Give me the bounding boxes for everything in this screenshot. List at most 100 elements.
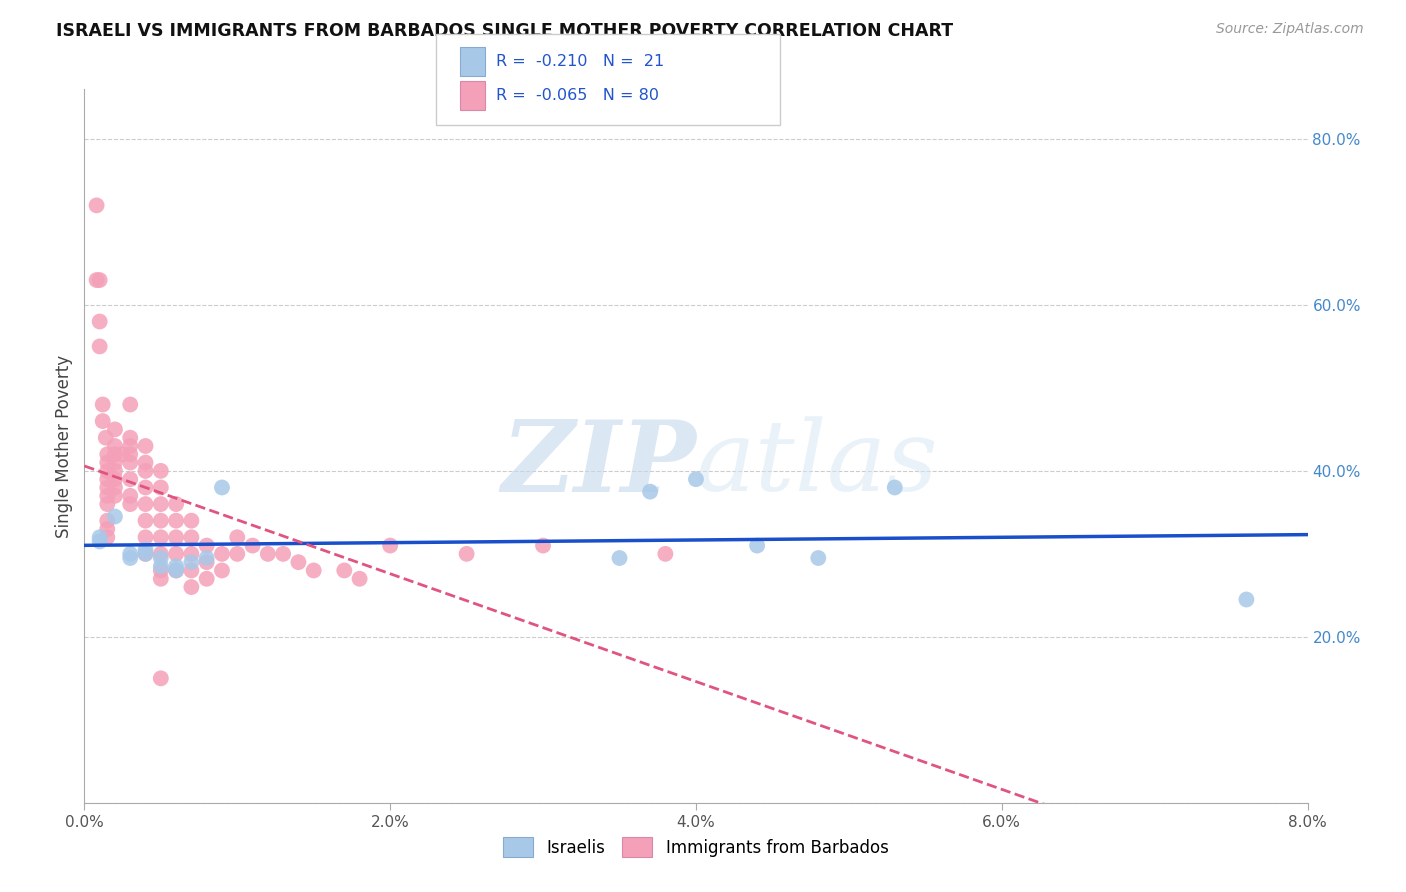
Point xyxy=(104,509,127,524)
Point xyxy=(165,514,187,528)
Point xyxy=(120,431,142,445)
Point xyxy=(104,481,127,495)
Point xyxy=(91,414,114,428)
Point xyxy=(180,555,202,569)
Point xyxy=(149,497,172,511)
Legend: Israelis, Immigrants from Barbados: Israelis, Immigrants from Barbados xyxy=(495,829,897,866)
Point xyxy=(104,422,127,436)
Point xyxy=(120,447,142,461)
Y-axis label: Single Mother Poverty: Single Mother Poverty xyxy=(55,354,73,538)
Point xyxy=(104,464,127,478)
Text: R =  -0.210   N =  21: R = -0.210 N = 21 xyxy=(496,54,665,69)
Point xyxy=(195,539,218,553)
Point xyxy=(302,564,325,578)
Point xyxy=(180,514,202,528)
Point xyxy=(226,530,249,544)
Point xyxy=(165,559,187,574)
Point xyxy=(242,539,264,553)
Point xyxy=(211,564,233,578)
Point xyxy=(104,472,127,486)
Point xyxy=(883,481,905,495)
Point xyxy=(257,547,280,561)
Point xyxy=(180,530,202,544)
Point xyxy=(135,497,157,511)
Point xyxy=(380,539,402,553)
Text: Source: ZipAtlas.com: Source: ZipAtlas.com xyxy=(1216,22,1364,37)
Point xyxy=(165,547,187,561)
Text: ZIP: ZIP xyxy=(501,416,696,512)
Point xyxy=(1236,592,1258,607)
Point xyxy=(149,671,172,685)
Point xyxy=(89,273,111,287)
Text: atlas: atlas xyxy=(696,417,939,511)
Point xyxy=(165,564,187,578)
Point xyxy=(149,551,172,566)
Point xyxy=(96,447,118,461)
Point xyxy=(135,456,157,470)
Point xyxy=(149,564,172,578)
Point xyxy=(180,580,202,594)
Point xyxy=(195,555,218,569)
Point xyxy=(96,497,118,511)
Point xyxy=(89,534,111,549)
Point xyxy=(685,472,707,486)
Text: ISRAELI VS IMMIGRANTS FROM BARBADOS SINGLE MOTHER POVERTY CORRELATION CHART: ISRAELI VS IMMIGRANTS FROM BARBADOS SING… xyxy=(56,22,953,40)
Point xyxy=(120,547,142,561)
Point xyxy=(135,542,157,557)
Point xyxy=(149,481,172,495)
Point xyxy=(165,497,187,511)
Point xyxy=(96,464,118,478)
Point xyxy=(165,530,187,544)
Point xyxy=(211,547,233,561)
Point xyxy=(349,572,371,586)
Point xyxy=(211,481,233,495)
Point xyxy=(149,572,172,586)
Point xyxy=(91,397,114,411)
Point xyxy=(120,497,142,511)
Point xyxy=(89,530,111,544)
Point xyxy=(135,481,157,495)
Point xyxy=(86,273,108,287)
Point xyxy=(104,456,127,470)
Point xyxy=(135,514,157,528)
Point xyxy=(638,484,661,499)
Point xyxy=(195,551,218,566)
Point xyxy=(165,564,187,578)
Point xyxy=(226,547,249,561)
Point xyxy=(149,547,172,561)
Point xyxy=(96,514,118,528)
Point xyxy=(120,472,142,486)
Point xyxy=(89,339,111,353)
Point xyxy=(104,489,127,503)
Point xyxy=(104,439,127,453)
Point xyxy=(104,447,127,461)
Point xyxy=(654,547,676,561)
Text: R =  -0.065   N = 80: R = -0.065 N = 80 xyxy=(496,88,659,103)
Point xyxy=(120,439,142,453)
Point xyxy=(180,564,202,578)
Point xyxy=(135,547,157,561)
Point xyxy=(531,539,554,553)
Point xyxy=(149,530,172,544)
Point xyxy=(120,397,142,411)
Point xyxy=(94,431,117,445)
Point xyxy=(180,547,202,561)
Point xyxy=(96,472,118,486)
Point xyxy=(120,456,142,470)
Point xyxy=(747,539,769,553)
Point xyxy=(96,489,118,503)
Point xyxy=(96,456,118,470)
Point xyxy=(86,198,108,212)
Point xyxy=(135,439,157,453)
Point xyxy=(807,551,830,566)
Point xyxy=(120,551,142,566)
Point xyxy=(195,572,218,586)
Point xyxy=(287,555,309,569)
Point xyxy=(333,564,356,578)
Point xyxy=(456,547,478,561)
Point xyxy=(135,547,157,561)
Point xyxy=(120,489,142,503)
Point xyxy=(111,447,134,461)
Point xyxy=(609,551,631,566)
Point xyxy=(135,530,157,544)
